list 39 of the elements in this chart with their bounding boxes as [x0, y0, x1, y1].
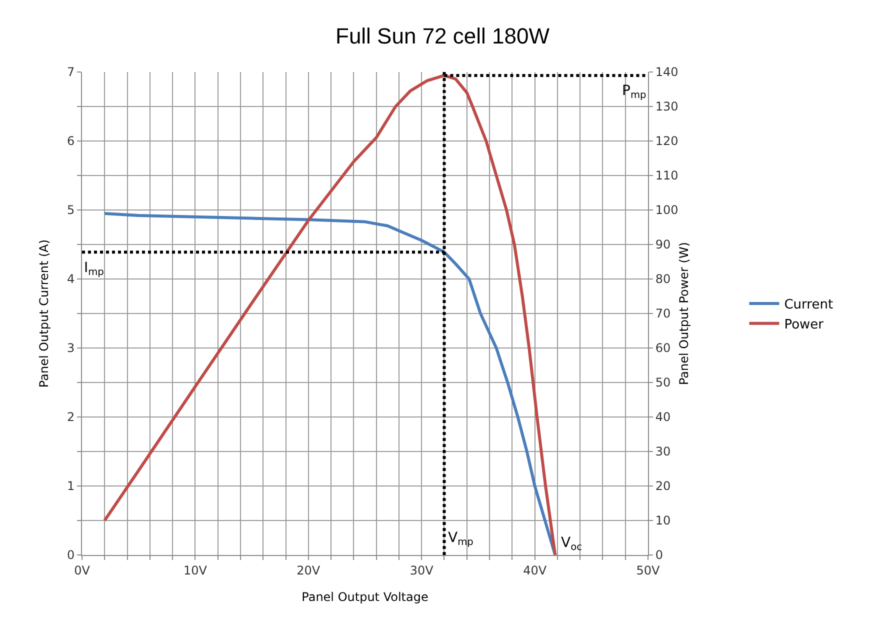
- legend-label: Current: [784, 298, 834, 313]
- y-tick-label: 0: [66, 548, 75, 562]
- x-tick-label: 50V: [636, 563, 661, 578]
- y2-tick-label: 70: [655, 306, 671, 321]
- x-axis-title: Panel Output Voltage: [302, 590, 428, 604]
- x-tick-label: 40V: [523, 563, 548, 578]
- y2-tick-label: 40: [655, 410, 671, 424]
- ref-line-label: V$_{mp}$: [448, 530, 474, 548]
- legend-label: Power: [784, 317, 824, 332]
- x-tick-label: 10V: [183, 563, 208, 578]
- ref-line-label: P$_{mp}$: [622, 83, 646, 101]
- y2-tick-label: 50: [655, 376, 671, 390]
- y2-tick-label: 140: [655, 65, 678, 80]
- y2-tick-label: 100: [655, 203, 678, 218]
- y2-tick-label: 60: [655, 341, 671, 356]
- y2-tick-label: 130: [655, 100, 678, 114]
- y2-tick-label: 20: [655, 479, 671, 494]
- y-tick-label: 6: [66, 134, 75, 148]
- y2-tick-label: 120: [655, 134, 678, 148]
- y-tick-label: 4: [66, 272, 75, 286]
- ref-line-label: I$_{mp}$: [84, 260, 104, 278]
- annotation: V$_{oc}$: [561, 535, 582, 553]
- y2-tick-label: 80: [655, 272, 671, 286]
- y-axis-title: Panel Output Current (A): [37, 239, 51, 388]
- y2-tick-label: 90: [655, 238, 671, 252]
- y2-tick-label: 10: [655, 514, 671, 528]
- y-tick-label: 3: [66, 341, 75, 356]
- x-tick-label: 30V: [410, 563, 434, 578]
- chart-title: Full Sun 72 cell 180W: [336, 23, 550, 48]
- y2-tick-label: 30: [655, 444, 671, 459]
- y-tick-label: 7: [66, 65, 75, 80]
- y-tick-label: 2: [66, 410, 75, 424]
- x-tick-label: 20V: [296, 563, 321, 578]
- y2-tick-label: 110: [655, 168, 678, 183]
- x-tick-label: 0V: [74, 563, 91, 578]
- y-tick-label: 1: [66, 479, 75, 494]
- y2-tick-label: 0: [655, 548, 664, 562]
- y2-axis-title: Panel Output Power (W): [677, 242, 691, 386]
- y-tick-label: 5: [66, 203, 75, 218]
